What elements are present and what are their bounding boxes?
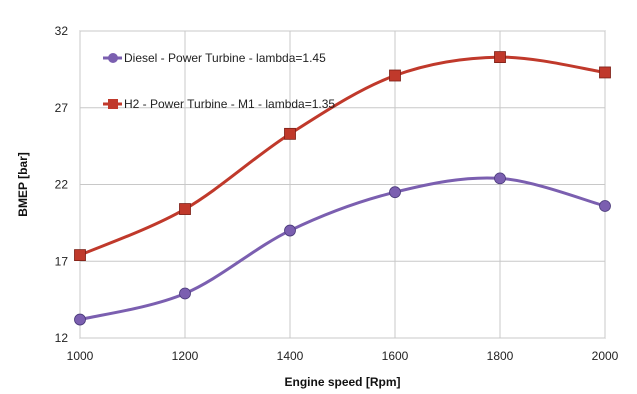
data-point [494,172,506,185]
grid [79,30,606,339]
series-line [79,55,606,257]
y-axis-title: BMEP [bar] [16,152,30,216]
data-point [74,249,86,262]
legend-item-0: Diesel - Power Turbine - lambda=1.45 [103,51,326,65]
legend-marker [108,99,118,109]
x-axis-title: Engine speed [Rpm] [284,375,400,389]
data-point [284,224,296,237]
x-tick-label: 1600 [382,349,409,363]
legend-marker [108,53,118,63]
data-point [74,313,86,326]
series-1 [74,51,611,262]
legend-label: H2 - Power Turbine - M1 - lambda=1.35 [124,97,335,111]
x-tick-label: 2000 [592,349,619,363]
data-point [389,186,401,199]
data-point [494,51,506,63]
data-point [179,287,191,300]
series-0 [74,172,611,326]
data-point [599,66,611,79]
y-tick-label: 32 [55,24,69,38]
x-tick-label: 1000 [67,349,94,363]
y-tick-label: 17 [55,254,69,268]
data-point [179,203,191,215]
x-tick-label: 1200 [172,349,199,363]
data-point [599,200,611,212]
y-tick-label: 22 [55,178,69,192]
data-point [389,69,401,82]
x-tick-label: 1800 [487,349,514,363]
legend-item-1: H2 - Power Turbine - M1 - lambda=1.35 [103,97,335,111]
data-point [284,127,296,140]
y-tick-label: 27 [55,101,69,115]
axes: 12 17 22 27 32 1000 1200 1400 1600 1800 2000 [55,24,619,363]
x-tick-label: 1400 [277,349,304,363]
legend-label: Diesel - Power Turbine - lambda=1.45 [124,51,326,65]
series-layer [74,51,611,326]
series-line [79,176,606,322]
legend: Diesel - Power Turbine - lambda=1.45 H2 -… [103,51,335,111]
y-tick-label: 12 [55,331,69,345]
